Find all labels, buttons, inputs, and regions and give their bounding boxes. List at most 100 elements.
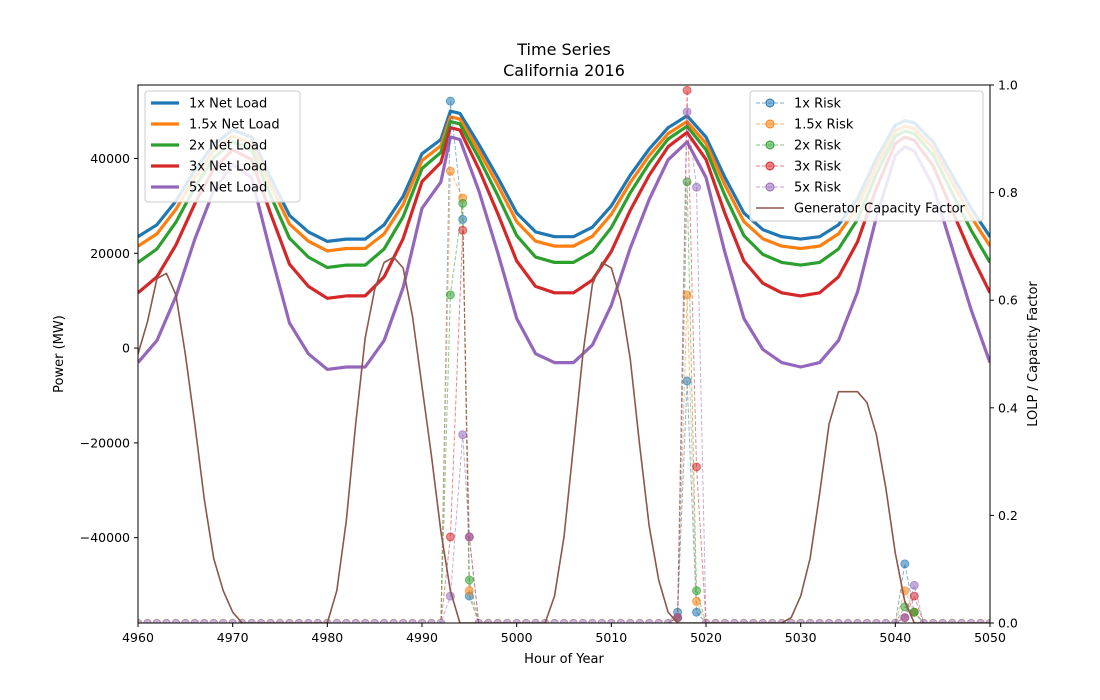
risk-point (692, 596, 702, 606)
plot-frame (137, 84, 991, 624)
x-tick-label: 5040 (879, 630, 911, 645)
risk-zero-point (928, 618, 938, 623)
risk-zero-point (957, 618, 966, 623)
legend-label: 2x Net Load (189, 139, 267, 154)
risk-zero-point (588, 618, 597, 623)
y-axis-right: 0.0 0.2 0.4 0.6 0.8 1.0 (990, 78, 1018, 631)
legend-box (144, 90, 301, 203)
risk-zero-point (815, 618, 824, 623)
risk-zero-point (843, 618, 853, 623)
x-tick-label: 5010 (595, 630, 627, 645)
risk-zero-point (881, 618, 891, 623)
y-axis-label: Power (MW) (52, 315, 67, 393)
risk-zero-point (720, 618, 730, 623)
net-load-line (138, 135, 990, 371)
y-axis-left: −40000 −20000 0 20000 40000 (80, 151, 138, 545)
risk-zero-point (767, 618, 777, 623)
x-tick-label: 4980 (311, 630, 343, 645)
x-axis: 4960 4970 4980 4990 5000 5010 5020 5030 5040 5050 (122, 623, 1006, 645)
risk-zero-point (351, 618, 361, 623)
legend-label: 1x Net Load (189, 97, 267, 112)
risk-line (138, 111, 990, 623)
chart-subtitle: California 2016 (503, 61, 625, 80)
risk-zero-point (711, 618, 720, 623)
risk-point (692, 182, 702, 192)
legend-marker (765, 161, 775, 171)
risk-point (445, 96, 455, 106)
y-tick-label: −20000 (80, 435, 130, 450)
y-axis-right-label: LOLP / Capacity Factor (1026, 281, 1041, 427)
y-right-tick-label: 0.4 (998, 400, 1018, 415)
risk-zero-point (701, 618, 711, 623)
legend-label: 2x Risk (794, 139, 842, 154)
risk-zero-point (947, 618, 957, 623)
risk-point (445, 532, 455, 542)
risk-point (458, 430, 468, 440)
risk-point (900, 559, 910, 569)
risk-zero-point (218, 618, 228, 623)
risk-zero-point (616, 618, 626, 623)
risk-zero-point (635, 618, 645, 623)
risk-line (138, 101, 990, 623)
risk-zero-point (502, 618, 512, 623)
risk-zero-point (891, 618, 900, 623)
legend-label: 5x Risk (794, 181, 842, 196)
x-tick-label: 4960 (122, 630, 154, 645)
risk-zero-point (625, 618, 635, 623)
risk-zero-point (152, 618, 162, 623)
legend-label: 5x Net Load (189, 181, 267, 196)
legend-label: Generator Capacity Factor (794, 202, 966, 217)
risk-zero-point (417, 618, 427, 623)
x-tick-label: 5050 (974, 630, 1006, 645)
risk-zero-point (427, 618, 436, 623)
risk-point (682, 85, 692, 95)
risk-zero-point (483, 618, 493, 623)
risk-zero-point (853, 618, 862, 623)
risk-zero-point (919, 618, 929, 623)
y-right-tick-label: 1.0 (998, 78, 1018, 93)
risk-zero-point (531, 618, 540, 623)
y-right-tick-label: 0.6 (998, 293, 1018, 308)
x-tick-label: 4990 (406, 630, 438, 645)
risk-zero-point (521, 618, 531, 623)
x-tick-label: 5000 (501, 630, 533, 645)
risk-zero-point (398, 618, 408, 623)
risk-zero-point (786, 618, 796, 623)
x-tick-label: 5030 (785, 630, 817, 645)
risk-zero-point (389, 618, 398, 623)
risk-zero-point (493, 618, 503, 623)
risk-point (464, 575, 474, 585)
risk-point (900, 613, 910, 623)
risk-zero-point (824, 618, 834, 623)
legend-label: 1.5x Risk (794, 118, 854, 133)
risk-zero-point (313, 618, 323, 623)
risk-zero-point (578, 618, 588, 623)
risk-zero-point (228, 618, 237, 623)
risk-zero-point (597, 618, 607, 623)
risk-zero-point (256, 618, 266, 623)
x-axis-label: Hour of Year (524, 652, 604, 667)
legend-label: 1.5x Net Load (189, 118, 280, 133)
risk-zero-point (985, 618, 990, 623)
risk-point (464, 532, 474, 542)
risk-point (692, 607, 702, 617)
risk-zero-point (862, 618, 872, 623)
risk-zero-point (379, 618, 389, 623)
risk-zero-point (370, 618, 379, 623)
risk-point (692, 586, 702, 596)
risk-zero-point (285, 618, 294, 623)
risk-zero-point (247, 618, 256, 623)
risk-zero-point (209, 618, 219, 623)
risk-zero-point (162, 618, 171, 623)
y-tick-label: 40000 (90, 151, 130, 166)
risk-zero-point (805, 618, 815, 623)
risk-line (138, 170, 990, 623)
legend-marker (765, 119, 775, 129)
legend-box (749, 90, 984, 222)
risk-zero-point (190, 618, 200, 623)
risk-zero-point (644, 618, 654, 623)
risk-zero-point (332, 618, 342, 623)
risk-zero-point (749, 618, 758, 623)
risk-zero-point (171, 618, 181, 623)
